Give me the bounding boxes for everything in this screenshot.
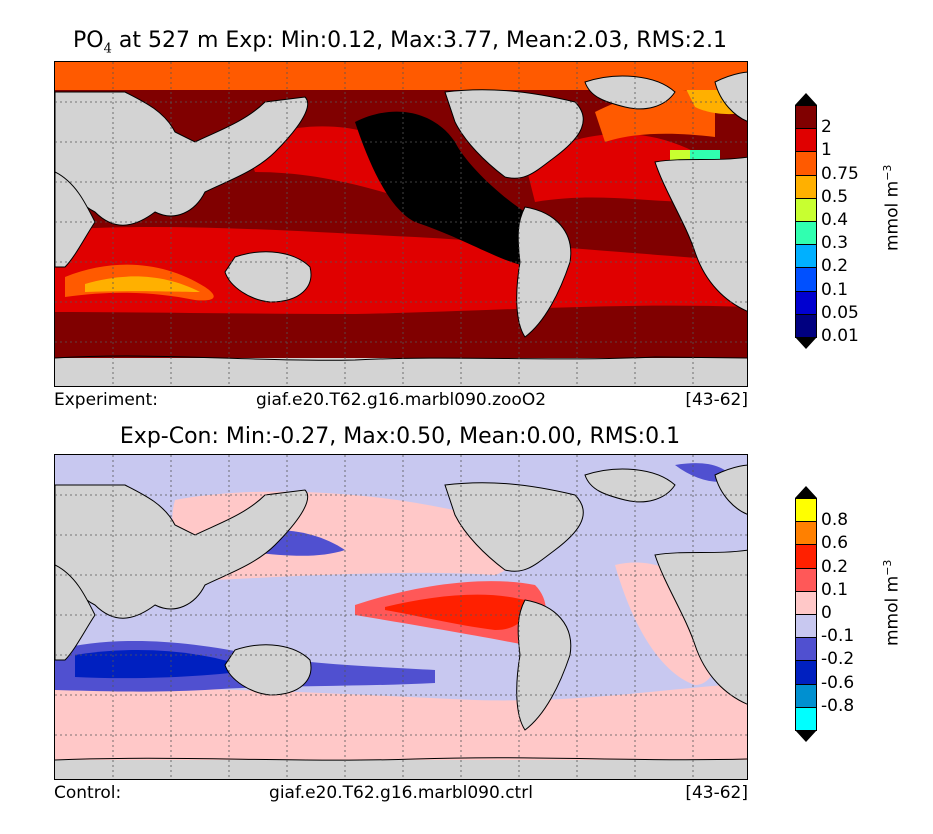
colorbar-swatch	[795, 221, 817, 246]
colorbar-swatch	[795, 567, 817, 592]
omz-black	[355, 111, 556, 268]
colorbar-swatch	[795, 128, 817, 153]
unit-base: mmol m	[882, 575, 903, 646]
colorbar-swatch	[795, 660, 817, 685]
colorbar-tick-label: -0.8	[821, 695, 855, 716]
bottom-footer-years: [43-62]	[685, 783, 748, 803]
land	[55, 464, 747, 731]
southern-ocean-band	[55, 312, 747, 362]
colorbar-swatch	[795, 521, 817, 546]
colorbar-under-arrow	[795, 337, 817, 349]
title-subscript: 4	[103, 41, 112, 57]
colorbar-tick-label: 2	[821, 117, 832, 138]
colorbar-tick-label: -0.6	[821, 672, 855, 693]
north-america	[444, 89, 584, 179]
australia	[224, 644, 312, 696]
bottom-map-title: Exp-Con: Min:-0.27, Max:0.50, Mean:0.00,…	[119, 424, 681, 449]
bottom-colorbar-unit: mmol m−3	[881, 560, 903, 646]
antarctica-coast	[55, 757, 747, 761]
colorbar-swatch	[795, 244, 817, 269]
colorbar-swatch	[795, 614, 817, 639]
colorbar-tick-label: 0	[821, 603, 832, 623]
africa-east	[55, 564, 96, 661]
med-teal	[690, 150, 720, 160]
colorbar-swatch	[795, 706, 817, 731]
colorbar-over-arrow	[795, 486, 817, 498]
colorbar-swatch	[795, 590, 817, 615]
europe-north	[714, 71, 747, 122]
unit-exponent: −3	[881, 559, 894, 576]
africa-west	[654, 156, 747, 312]
top-colorbar-unit: mmol m−3	[881, 165, 903, 251]
australia	[224, 251, 312, 303]
top-footer-years: [43-62]	[685, 390, 748, 410]
colorbar-swatch	[795, 290, 817, 315]
colorbar-tick-label: 0.2	[821, 556, 849, 577]
med-green	[670, 150, 690, 160]
bottom-footer-case: giaf.e20.T62.g16.marbl090.ctrl	[269, 783, 533, 803]
colorbar-tick-label: -0.1	[821, 626, 855, 647]
graticule	[55, 62, 747, 386]
north-atlantic-red	[525, 133, 695, 202]
africa-east	[55, 171, 96, 268]
colorbar-tick-label: 0.1	[821, 579, 849, 600]
colorbar-tick-label: 0.6	[821, 533, 849, 554]
top-footer: Experiment: giaf.e20.T62.g16.marbl090.zo…	[54, 390, 748, 412]
colorbar-swatch	[795, 544, 817, 569]
graticule	[55, 455, 747, 779]
antarctica	[55, 760, 747, 779]
title-variable: PO	[73, 28, 104, 53]
bottom-map-svg	[55, 455, 747, 779]
greenland	[584, 468, 676, 503]
colorbar-swatch	[795, 498, 817, 523]
unit-exponent: −3	[881, 164, 894, 181]
land	[55, 71, 747, 338]
colorbar-swatch	[795, 683, 817, 708]
colorbar-tick-label: -0.2	[821, 649, 855, 670]
bottom-footer-label: Control:	[54, 783, 122, 803]
colorbar-tick-label: 1	[821, 140, 832, 161]
greenland	[584, 75, 676, 110]
southern-dark-blue	[75, 650, 255, 679]
colorbar-tick-label: 0.75	[821, 163, 859, 184]
europe-north	[714, 464, 747, 515]
title-stats: at 527 m Exp: Min:0.12, Max:3.77, Mean:2…	[111, 28, 727, 53]
top-map-title: PO4 at 527 m Exp: Min:0.12, Max:3.77, Me…	[0, 28, 800, 56]
colorbar-tick-label: 0.5	[821, 186, 849, 207]
bottom-map-panel	[54, 454, 748, 780]
colorbar-over-arrow	[795, 93, 817, 105]
colorbar-swatch	[795, 174, 817, 199]
bottom-footer: Control: giaf.e20.T62.g16.marbl090.ctrl …	[54, 783, 748, 805]
colorbar-swatch	[795, 197, 817, 222]
top-map-panel	[54, 61, 748, 387]
colorbar-tick-label: 0.05	[821, 302, 859, 323]
colorbar-swatch	[795, 267, 817, 292]
colorbar-swatch	[795, 151, 817, 176]
colorbar-tick-label: 0.4	[821, 210, 849, 230]
southern-pink	[55, 683, 747, 779]
top-map-svg	[55, 62, 747, 386]
africa-west	[654, 549, 747, 705]
unit-base: mmol m	[882, 180, 903, 251]
colorbar-tick-label: 0.2	[821, 256, 849, 277]
colorbar-swatch	[795, 313, 817, 338]
colorbar-swatch	[795, 637, 817, 662]
colorbar-swatch	[795, 105, 817, 130]
south-america	[516, 599, 572, 731]
antarctica-coast	[55, 355, 747, 361]
colorbar-under-arrow	[795, 730, 817, 742]
top-footer-label: Experiment:	[54, 390, 158, 410]
south-red-band	[55, 227, 747, 314]
colorbar-tick-label: 0.1	[821, 279, 849, 300]
north-america	[444, 482, 584, 572]
south-america	[516, 206, 572, 338]
bottom-colorbar: 0.8 0.6 0.2 0.1 0 -0.1 -0.2 -0.6 -0.8	[795, 486, 854, 742]
top-colorbar: 2 1 0.75 0.5 0.4 0.3 0.2 0.1 0.05 0.01	[795, 93, 859, 349]
top-footer-case: giaf.e20.T62.g16.marbl090.zooO2	[255, 390, 547, 410]
antarctica	[55, 358, 747, 386]
colorbar-tick-label: 0.3	[821, 233, 849, 254]
colorbar-tick-label: 0.01	[821, 326, 859, 346]
colorbar-tick-label: 0.8	[821, 510, 849, 531]
tropical-pacific-red	[385, 594, 526, 630]
